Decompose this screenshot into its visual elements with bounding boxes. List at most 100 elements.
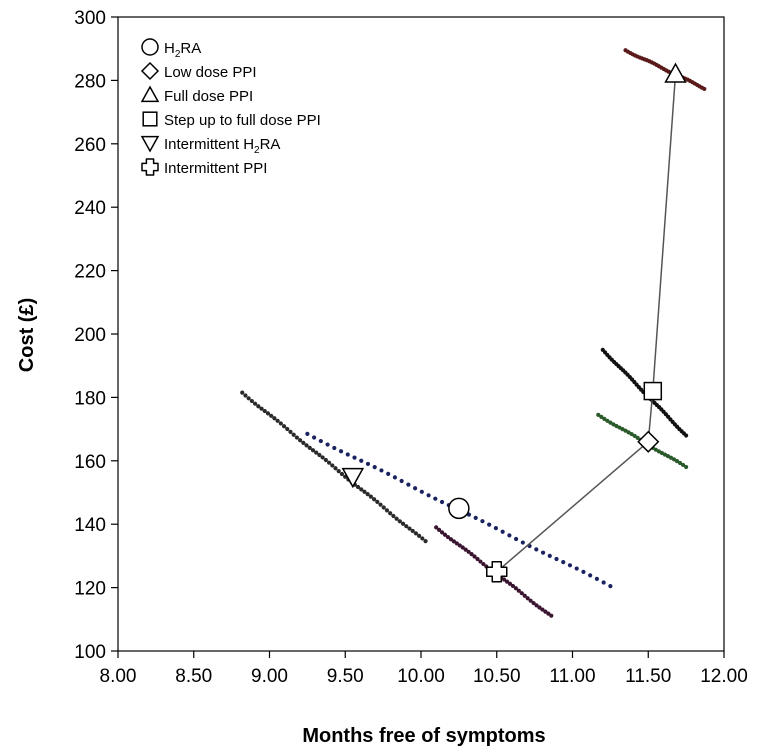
cloud-point (442, 532, 448, 537)
cloud-point (451, 539, 456, 544)
cloud-point (567, 563, 573, 568)
cloud-point (291, 432, 296, 437)
cloud-point (310, 448, 316, 453)
cloud-point (312, 435, 317, 440)
cloud-point (605, 418, 610, 423)
cloud-point (635, 435, 640, 440)
cloud-point (448, 537, 454, 542)
cloud-point (543, 609, 548, 614)
cloud-point (345, 452, 350, 457)
cloud-point (252, 401, 258, 406)
cloud-point (596, 412, 601, 417)
cloud-point (407, 526, 412, 531)
legend-label: H2RA (164, 40, 201, 60)
y-tick-label: 260 (74, 135, 106, 156)
full-dose-ppi-marker (664, 62, 687, 83)
cloud-point (355, 484, 361, 490)
cloud-point (399, 478, 404, 484)
cloud-point (534, 547, 539, 552)
cloud-point (510, 583, 516, 589)
legend-marker (140, 135, 160, 153)
cloud-point (265, 411, 271, 416)
cloud-point (540, 550, 546, 555)
y-tick-label: 300 (74, 8, 106, 29)
cloud-point (463, 547, 468, 552)
cloud-point (420, 536, 425, 541)
y-tick-label: 120 (74, 579, 106, 600)
cloud-point (240, 390, 245, 395)
cloud-point (417, 533, 422, 538)
legend-marker (141, 38, 159, 56)
cloud-point (285, 426, 290, 432)
cloud-point (314, 450, 319, 455)
cloud-point (397, 519, 402, 524)
x-tick-label: 8.00 (100, 666, 137, 687)
cloud-point (677, 460, 683, 466)
cloud-point (445, 534, 451, 540)
cloud-point (581, 569, 586, 574)
cloud-point (404, 524, 409, 529)
cloud-point (371, 497, 377, 502)
intermittent-ppi-marker (486, 561, 508, 583)
cloud-point (601, 580, 606, 585)
cloud-point (531, 600, 536, 606)
cloud-point (272, 416, 277, 421)
legend-label: Step up to full dose PPI (164, 112, 321, 129)
cloud-point (275, 418, 280, 423)
cloud-point (466, 549, 471, 554)
cloud-point (359, 458, 364, 463)
cloud-point (602, 416, 607, 421)
cloud-point (439, 499, 445, 505)
x-tick-label: 11.50 (625, 666, 671, 687)
cloud-point (480, 519, 485, 524)
cloud-point (522, 593, 527, 598)
cloud-point (671, 457, 677, 462)
cloud-point (378, 502, 383, 507)
cloud-point (307, 445, 312, 450)
cloud-point (269, 413, 274, 418)
y-tick-label: 200 (74, 325, 106, 346)
simulation-clouds (240, 48, 707, 618)
cloud-point (516, 588, 521, 593)
cloud-point (336, 469, 341, 474)
x-tick-label: 9.50 (327, 666, 364, 687)
cloud-point (301, 440, 306, 445)
cloud-point (278, 421, 283, 426)
x-tick-label: 10.00 (397, 666, 445, 687)
cloud-point (391, 513, 396, 519)
cloud-point (333, 466, 338, 471)
cloud-point (493, 526, 499, 531)
cloud-point (388, 511, 393, 516)
legend-label: Intermittent H2RA (164, 136, 280, 156)
cloud-point (599, 414, 604, 419)
y-tick-label: 220 (74, 262, 106, 283)
cloud-point (540, 607, 545, 612)
cloud-point (392, 475, 398, 480)
axes: 8.00 8.50 9.00 9.50 10.00 10.50 11.00 11.50 12.0… (74, 8, 747, 687)
cloud-point (249, 398, 254, 404)
cloud-point (439, 530, 445, 535)
cloud-point (475, 556, 480, 562)
cloud-point (394, 516, 399, 521)
cloud-point (372, 465, 377, 470)
cloud-point (594, 576, 600, 581)
cloud-point (406, 482, 411, 487)
cloud-point (500, 529, 505, 534)
cloud-point (574, 566, 579, 571)
cloud-point (359, 487, 364, 492)
legend-marker (142, 111, 158, 127)
cloud-point (534, 603, 539, 608)
cloud-point (375, 499, 380, 505)
cloud-point (323, 457, 328, 463)
cloud-point (684, 433, 689, 438)
strategy-markers (341, 62, 687, 583)
legend-marker (140, 85, 160, 103)
cloud-point (501, 577, 507, 582)
cloud-point (674, 459, 680, 464)
cloud-point (554, 556, 559, 562)
cloud-point (386, 471, 391, 476)
cloud-point (473, 515, 478, 520)
cloud-point (243, 393, 248, 398)
cloud-point (588, 573, 593, 578)
